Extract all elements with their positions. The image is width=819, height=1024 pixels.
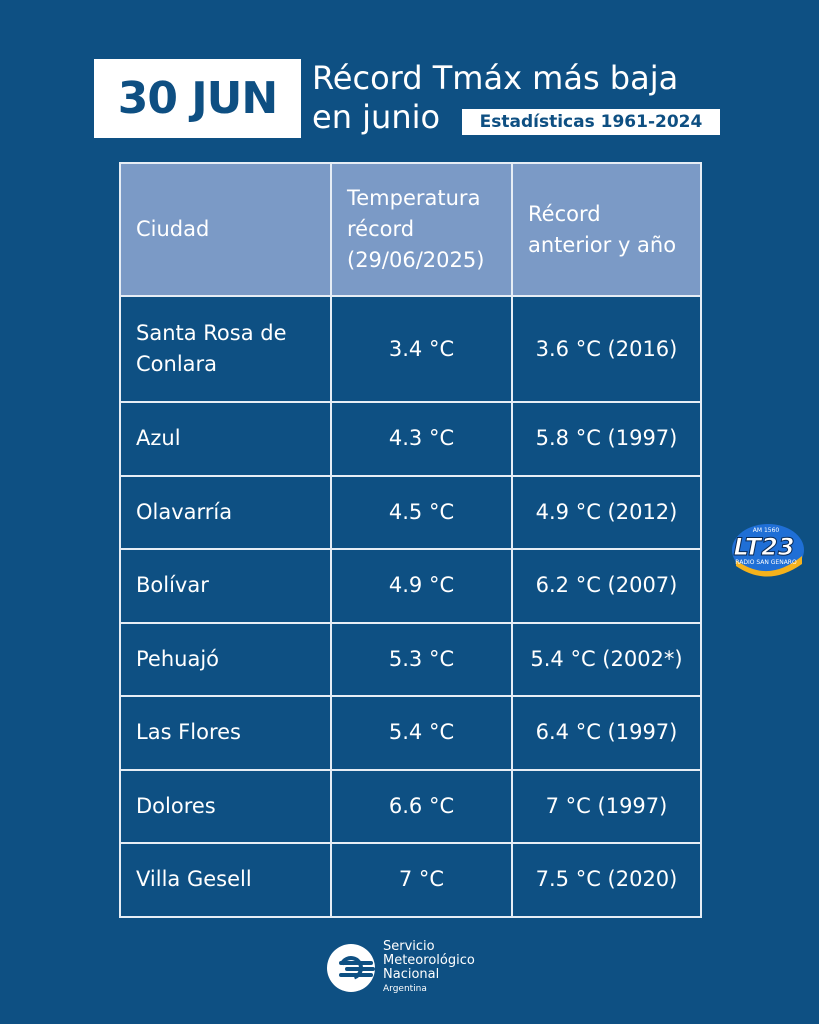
previous-cell: 6.2 °C (2007) xyxy=(511,548,702,624)
record-cell: 7 °C xyxy=(330,842,513,918)
city-cell: Las Flores xyxy=(119,695,332,771)
smn-line1: Servicio xyxy=(383,939,435,954)
record-cell: 4.9 °C xyxy=(330,548,513,624)
table-row: Azul 4.3 °C 5.8 °C (1997) xyxy=(119,401,702,477)
statistics-badge: Estadísticas 1961-2024 xyxy=(462,109,720,135)
smn-line2: Meteorológico xyxy=(383,953,475,968)
date-label: 30 JUN xyxy=(117,73,278,124)
previous-cell: 7.5 °C (2020) xyxy=(511,842,702,918)
records-table: Ciudad Temperatura récord (29/06/2025) R… xyxy=(119,162,702,918)
record-cell: 4.5 °C xyxy=(330,474,513,550)
previous-cell: 4.9 °C (2012) xyxy=(511,474,702,550)
logo-tagline-text: RADIO SAN GENARO xyxy=(735,559,797,566)
table-row: Olavarría 4.5 °C 4.9 °C (2012) xyxy=(119,474,702,550)
city-cell: Pehuajó xyxy=(119,621,332,697)
record-cell: 3.4 °C xyxy=(330,295,513,403)
previous-cell: 5.4 °C (2002*) xyxy=(511,621,702,697)
logo-freq-text: AM 1560 xyxy=(753,527,780,534)
table-row: Santa Rosa de Conlara 3.4 °C 3.6 °C (201… xyxy=(119,295,702,403)
city-cell: Villa Gesell xyxy=(119,842,332,918)
city-cell: Azul xyxy=(119,401,332,477)
smn-footer: Servicio Meteorológico Nacional Argentin… xyxy=(325,939,475,994)
previous-cell: 5.8 °C (1997) xyxy=(511,401,702,477)
logo-name-text: LT23 xyxy=(733,533,794,561)
city-cell: Santa Rosa de Conlara xyxy=(119,295,332,403)
header-previous: Récord anterior y año xyxy=(511,162,702,297)
header-city: Ciudad xyxy=(119,162,332,297)
previous-cell: 3.6 °C (2016) xyxy=(511,295,702,403)
smn-country: Argentina xyxy=(383,984,427,994)
table-row: Villa Gesell 7 °C 7.5 °C (2020) xyxy=(119,842,702,918)
city-cell: Dolores xyxy=(119,768,332,844)
smn-line3: Nacional xyxy=(383,967,440,982)
date-box: 30 JUN xyxy=(94,59,301,138)
table-row: Bolívar 4.9 °C 6.2 °C (2007) xyxy=(119,548,702,624)
record-cell: 5.3 °C xyxy=(330,621,513,697)
record-cell: 5.4 °C xyxy=(330,695,513,771)
page-title-line1: Récord Tmáx más baja xyxy=(312,59,679,97)
previous-cell: 7 °C (1997) xyxy=(511,768,702,844)
smn-logo-icon xyxy=(327,944,375,992)
city-cell: Olavarría xyxy=(119,474,332,550)
table-header-row: Ciudad Temperatura récord (29/06/2025) R… xyxy=(119,162,702,297)
header-record: Temperatura récord (29/06/2025) xyxy=(330,162,513,297)
logo-blue-disc xyxy=(732,524,804,576)
table-row: Las Flores 5.4 °C 6.4 °C (1997) xyxy=(119,695,702,771)
city-cell: Bolívar xyxy=(119,548,332,624)
table-row: Dolores 6.6 °C 7 °C (1997) xyxy=(119,768,702,844)
table-row: Pehuajó 5.3 °C 5.4 °C (2002*) xyxy=(119,621,702,697)
logo-orange-swoosh xyxy=(736,556,802,577)
record-cell: 6.6 °C xyxy=(330,768,513,844)
record-cell: 4.3 °C xyxy=(330,401,513,477)
previous-cell: 6.4 °C (1997) xyxy=(511,695,702,771)
lt23-watermark-logo: AM 1560 LT23 RADIO SAN GENARO xyxy=(732,524,804,577)
page-title-line2: en junio xyxy=(312,98,441,136)
